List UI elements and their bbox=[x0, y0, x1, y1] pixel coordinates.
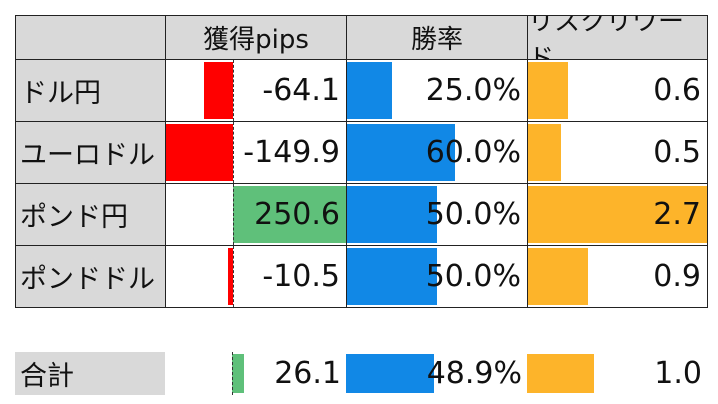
win-rate-value: 50.0% bbox=[425, 197, 521, 232]
risk-reward-cell: 0.6 bbox=[527, 59, 708, 122]
pips-bar bbox=[166, 124, 233, 181]
pips-cell: -64.1 bbox=[165, 59, 347, 122]
total-pips-bar bbox=[232, 354, 244, 393]
win-rate-cell: 50.0% bbox=[346, 245, 528, 308]
total-pips-cell: 26.1 bbox=[165, 352, 347, 395]
pips-cell: -149.9 bbox=[165, 121, 347, 184]
win-rate-cell: 25.0% bbox=[346, 59, 528, 122]
win-rate-cell: 60.0% bbox=[346, 121, 528, 184]
win-rate-value: 50.0% bbox=[425, 259, 521, 294]
risk-reward-bar bbox=[528, 124, 561, 181]
win-rate-bar bbox=[347, 62, 392, 119]
total-risk-reward-bar bbox=[527, 354, 594, 393]
pips-bar bbox=[228, 248, 233, 305]
pips-axis bbox=[233, 184, 234, 245]
win-rate-bar bbox=[347, 248, 437, 305]
pips-cell: 250.6 bbox=[165, 183, 347, 246]
row-label: ドル円 bbox=[15, 59, 166, 122]
risk-reward-bar bbox=[528, 248, 588, 305]
risk-reward-cell: 2.7 bbox=[527, 183, 708, 246]
pips-value: -149.9 bbox=[243, 135, 340, 170]
pips-value: -10.5 bbox=[262, 259, 340, 294]
total-win-rate-cell: 48.9% bbox=[346, 352, 528, 395]
win-rate-bar bbox=[347, 124, 455, 181]
header-risk-reward: リスクリワード bbox=[527, 15, 708, 60]
win-rate-value: 60.0% bbox=[425, 135, 521, 170]
risk-reward-value: 0.9 bbox=[653, 259, 701, 294]
risk-reward-bar bbox=[528, 62, 568, 119]
total-risk-reward-cell: 1.0 bbox=[527, 352, 708, 395]
risk-reward-bar bbox=[528, 186, 707, 243]
risk-reward-value: 0.6 bbox=[653, 73, 701, 108]
risk-reward-value: 2.7 bbox=[653, 197, 701, 232]
total-risk-reward-value: 1.0 bbox=[654, 356, 702, 391]
win-rate-cell: 50.0% bbox=[346, 183, 528, 246]
pips-axis bbox=[233, 122, 234, 183]
pips-axis bbox=[233, 60, 234, 121]
row-label: ポンド円 bbox=[15, 183, 166, 246]
risk-reward-cell: 0.9 bbox=[527, 245, 708, 308]
total-win-rate-bar bbox=[346, 354, 434, 393]
win-rate-value: 25.0% bbox=[425, 73, 521, 108]
pips-cell: -10.5 bbox=[165, 245, 347, 308]
row-label: ポンドドル bbox=[15, 245, 166, 308]
pips-axis bbox=[233, 246, 234, 307]
total-pips-value: 26.1 bbox=[274, 356, 341, 391]
pips-value: -64.1 bbox=[262, 73, 340, 108]
header-empty-cell bbox=[15, 15, 166, 60]
row-label: ユーロドル bbox=[15, 121, 166, 184]
pips-bar bbox=[233, 186, 346, 243]
risk-reward-cell: 0.5 bbox=[527, 121, 708, 184]
header-win-rate: 勝率 bbox=[346, 15, 528, 60]
header-pips: 獲得pips bbox=[165, 15, 347, 60]
pips-value: 250.6 bbox=[254, 197, 340, 232]
total-label: 合計 bbox=[15, 352, 165, 395]
risk-reward-value: 0.5 bbox=[653, 135, 701, 170]
total-pips-axis bbox=[232, 352, 233, 395]
win-rate-bar bbox=[347, 186, 437, 243]
pips-bar bbox=[204, 62, 233, 119]
total-win-rate-value: 48.9% bbox=[426, 356, 522, 391]
